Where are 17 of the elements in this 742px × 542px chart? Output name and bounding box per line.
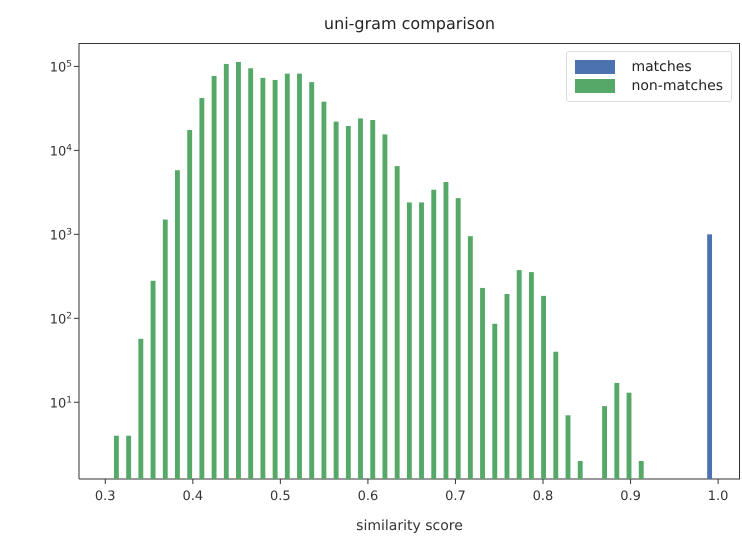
x-tick-label: 1.0 <box>708 489 728 504</box>
y-tick-label: 10$^{5}$ <box>50 59 72 76</box>
x-tick-label: 0.5 <box>270 489 291 504</box>
y-tick-label: 10$^{3}$ <box>50 227 72 244</box>
y-tick-label: 10$^{1}$ <box>50 395 72 412</box>
x-tick-label: 0.7 <box>445 489 466 504</box>
legend-label: non-matches <box>631 78 723 94</box>
x-axis-title: similarity score <box>356 518 463 534</box>
chart-title: uni-gram comparison <box>322 14 496 33</box>
x-tick-label: 0.9 <box>620 489 641 504</box>
x-tick-label: 0.3 <box>94 489 116 504</box>
x-tick-label: 0.6 <box>358 489 378 504</box>
x-tick-label: 0.8 <box>532 489 554 504</box>
y-tick-label: 10$^{4}$ <box>50 143 72 160</box>
y-tick-label: 10$^{2}$ <box>50 311 72 328</box>
x-tick-label: 0.4 <box>182 489 204 504</box>
legend-label: matches <box>631 59 692 75</box>
